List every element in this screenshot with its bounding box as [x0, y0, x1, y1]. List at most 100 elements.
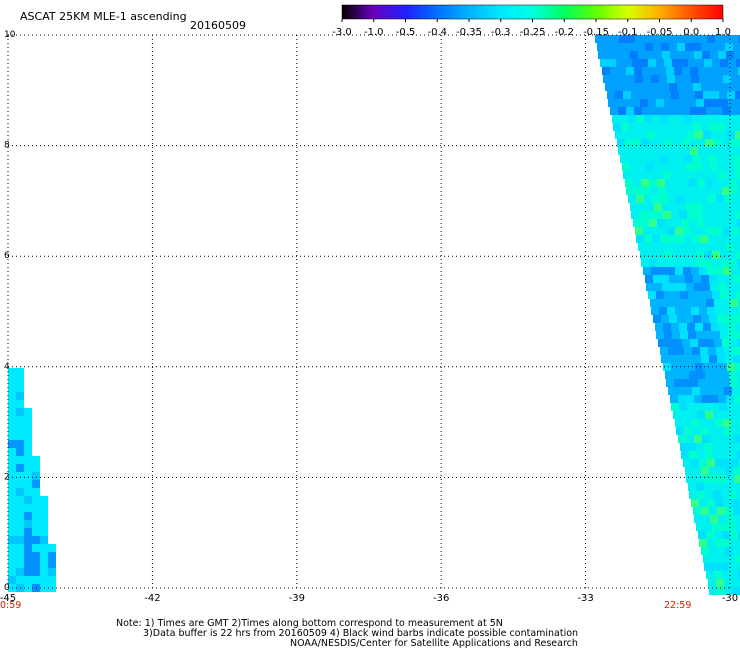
data-cell [709, 355, 717, 363]
data-cell [733, 507, 740, 515]
data-cell [717, 123, 725, 131]
data-cell [721, 219, 729, 227]
data-cell [725, 467, 733, 475]
data-cell [688, 291, 696, 299]
data-cell [684, 347, 692, 355]
data-cell [24, 536, 32, 544]
data-cell [690, 299, 698, 307]
data-cell [16, 464, 24, 472]
data-cell [720, 443, 728, 451]
data-cell [685, 83, 693, 91]
data-cell [8, 368, 16, 376]
data-cell [40, 536, 48, 544]
data-cell [732, 579, 740, 587]
data-cell [681, 411, 689, 419]
data-cell [705, 139, 713, 147]
data-cell [733, 275, 740, 283]
data-cell [662, 203, 670, 211]
data-cell [690, 147, 698, 155]
data-cell [654, 283, 662, 291]
data-cell [8, 440, 16, 448]
data-cell [674, 339, 682, 347]
data-cell [634, 67, 642, 75]
data-cell [650, 147, 658, 155]
data-cell [16, 552, 24, 560]
data-cell [722, 187, 730, 195]
note-line-1: Note: 1) Times are GMT 2)Times along bot… [116, 618, 503, 629]
data-cell [683, 419, 691, 427]
data-cell [673, 411, 681, 419]
data-cell [717, 83, 725, 91]
data-cell [664, 99, 672, 107]
data-cell [634, 107, 642, 115]
data-cell [660, 347, 668, 355]
data-cell [714, 299, 722, 307]
data-cell [662, 243, 670, 251]
data-cell [671, 91, 679, 99]
data-cell [668, 155, 676, 163]
colorbar-tick-label: -0.05 [647, 27, 673, 38]
data-cell [716, 579, 724, 587]
data-cell [732, 347, 740, 355]
data-cell [693, 507, 701, 515]
data-cell [693, 275, 701, 283]
data-cell [624, 99, 632, 107]
data-cell [635, 75, 643, 83]
data-cell [24, 440, 32, 448]
data-cell [641, 259, 649, 267]
data-cell [665, 139, 673, 147]
data-cell [620, 155, 628, 163]
data-cell [691, 35, 699, 43]
data-cell [8, 448, 16, 456]
data-cell [706, 147, 714, 155]
data-cell [24, 480, 32, 488]
data-cell [676, 115, 684, 123]
data-cell [727, 323, 735, 331]
data-cell [678, 243, 686, 251]
data-cell [709, 123, 717, 131]
data-cell [722, 571, 730, 579]
data-cell [32, 544, 40, 552]
data-cell [698, 107, 706, 115]
data-cell [719, 323, 727, 331]
data-cell [694, 435, 702, 443]
data-cell [655, 131, 663, 139]
data-cell [613, 43, 621, 51]
data-cell [707, 227, 715, 235]
data-cell [680, 331, 688, 339]
data-cell [736, 483, 740, 491]
data-cell [680, 291, 688, 299]
data-cell [728, 291, 736, 299]
data-cell [694, 475, 702, 483]
data-cell [24, 544, 32, 552]
colorbar-tick-label: -0.2 [554, 27, 574, 38]
data-cell [715, 35, 723, 43]
data-cell [718, 51, 726, 59]
data-cell [8, 384, 16, 392]
data-cell [626, 67, 634, 75]
data-cell [8, 536, 16, 544]
data-cell [727, 403, 735, 411]
colorbar-tick-label: -1.0 [364, 27, 384, 38]
data-cell [665, 219, 673, 227]
data-cell [668, 387, 676, 395]
data-cell [686, 203, 694, 211]
x-tick-label: -39 [289, 593, 305, 604]
data-cell [717, 507, 725, 515]
data-cell [691, 459, 699, 467]
data-cell [736, 99, 740, 107]
data-cell [32, 464, 40, 472]
data-cell [685, 275, 693, 283]
data-cell [676, 387, 684, 395]
data-cell [679, 323, 687, 331]
data-cell [690, 187, 698, 195]
data-cell [629, 43, 637, 51]
data-cell [705, 371, 713, 379]
data-cell [719, 555, 727, 563]
data-cell [669, 43, 677, 51]
data-cell [729, 411, 737, 419]
data-cell [728, 483, 736, 491]
data-cell [16, 376, 24, 384]
data-cell [24, 464, 32, 472]
data-cell [638, 243, 646, 251]
